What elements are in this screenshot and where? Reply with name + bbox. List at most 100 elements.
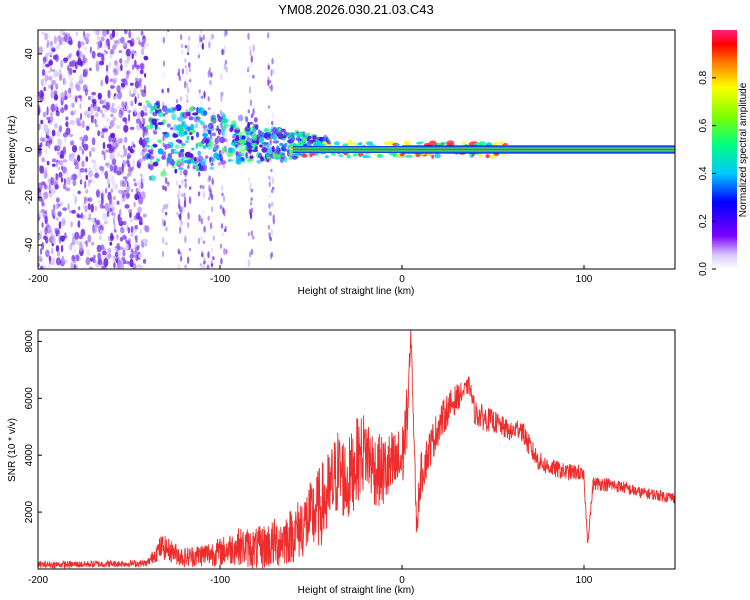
spectrogram-noise-blob: [68, 53, 72, 59]
spectrogram-noise-blob: [40, 209, 45, 213]
spectrogram-energy-blob: [166, 156, 173, 163]
spectrogram-noise-blob: [45, 143, 49, 147]
spectrogram-noise-blob: [104, 170, 109, 180]
spectrogram-energy-blob: [174, 144, 180, 149]
spectrogram-noise-blob: [126, 192, 131, 199]
snr-y-axis-title: SNR (10 * v/v): [7, 418, 18, 482]
spectrogram-noise-blob: [140, 110, 145, 118]
spectrogram-noise-blob: [69, 221, 73, 229]
spectrogram-noise-blob: [140, 48, 145, 56]
spectrogram-noise-blob: [268, 193, 271, 199]
spectrogram-noise-blob: [87, 217, 92, 221]
spectrogram-noise-blob: [207, 96, 210, 102]
spectrogram-energy-blob: [272, 140, 279, 144]
spectrogram-noise-blob: [225, 30, 228, 36]
spectrogram-noise-blob: [60, 150, 64, 157]
spectrogram-noise-blob: [89, 46, 92, 54]
spectrogram-noise-blob: [165, 203, 169, 210]
spectrogram-energy-blob: [264, 158, 268, 162]
spectrogram-noise-blob: [177, 198, 181, 207]
spectrogram-noise-blob: [176, 211, 179, 216]
spectrogram-energy-blob: [146, 136, 150, 144]
spectrogram-noise-blob: [73, 263, 76, 269]
spectrogram-noise-blob: [167, 87, 170, 94]
colorbar-tick-label: 0.8: [698, 70, 709, 84]
spectrogram-noise-blob: [38, 123, 41, 131]
spectrogram-energy-blob: [145, 100, 150, 104]
spectrogram-noise-blob: [97, 130, 101, 137]
spectrogram-noise-blob: [140, 41, 145, 48]
spectrogram-energy-blob: [319, 136, 324, 142]
spectrogram-noise-blob: [203, 264, 206, 269]
spectrogram-noise-blob: [43, 235, 47, 240]
spectrogram-noise-blob: [69, 77, 74, 82]
spectrogram-noise-blob: [75, 95, 78, 103]
spectrogram-noise-blob: [92, 161, 97, 170]
spectrogram-noise-blob: [93, 254, 96, 259]
x-tick-label: -200: [28, 575, 48, 586]
spectrogram-noise-blob: [113, 195, 116, 201]
spectrogram-energy-blob: [157, 148, 164, 155]
spectrogram-noise-blob: [111, 255, 114, 259]
spectrogram-energy-blob: [311, 153, 316, 156]
spectrogram-noise-blob: [65, 127, 71, 135]
spectrogram-energy-blob: [268, 154, 273, 158]
spectrogram-noise-blob: [140, 177, 143, 185]
spectrogram-noise-blob: [136, 161, 139, 168]
spectrogram-noise-blob: [267, 79, 270, 87]
spectrogram-energy-blob: [260, 156, 265, 162]
spectrogram-noise-blob: [249, 251, 252, 258]
spectrogram-noise-blob: [39, 165, 45, 174]
spectrogram-noise-blob: [65, 169, 69, 179]
spectrogram-noise-blob: [71, 258, 74, 266]
spectrogram-noise-blob: [134, 96, 137, 105]
snr-frame: [37, 329, 676, 570]
spectrogram-energy-blob: [227, 147, 233, 153]
spectrogram-energy-blob: [431, 154, 435, 159]
spectrogram-noise-blob: [138, 40, 141, 46]
spectrogram-noise-blob: [133, 178, 136, 182]
spectrogram-noise-blob: [135, 36, 141, 41]
spectrogram-energy-blob: [245, 151, 248, 159]
spectrogram-noise-blob: [63, 177, 66, 185]
spectrogram-noise-blob: [127, 145, 131, 151]
spectrogram-noise-blob: [51, 129, 56, 137]
spectrogram-noise-blob: [250, 197, 253, 201]
spectrogram-energy-blob: [178, 167, 184, 171]
spectrogram-noise-blob: [179, 95, 183, 102]
spectrogram-energy-blob: [325, 136, 329, 143]
spectrogram-noise-blob: [100, 36, 105, 42]
spectrogram-noise-blob: [247, 259, 250, 268]
spectrogram-noise-blob: [124, 204, 130, 209]
spectrogram-noise-blob: [140, 175, 145, 184]
spectrogram-noise-blob: [60, 244, 64, 253]
spectrogram-noise-blob: [136, 64, 140, 70]
spectrogram-noise-blob: [46, 32, 51, 40]
spectrogram-energy-blob: [227, 159, 232, 162]
spectrogram-energy-blob: [233, 140, 237, 147]
spectrogram-energy-blob: [271, 145, 275, 153]
spectrogram-energy-blob: [244, 125, 251, 132]
spectrogram-noise-blob: [130, 100, 134, 107]
spectrogram-energy-blob: [216, 144, 220, 149]
spectrogram-energy-blob: [202, 164, 208, 172]
spectrogram-noise-blob: [39, 142, 43, 148]
spectrogram-noise-blob: [252, 74, 255, 79]
spectrogram-energy-blob: [346, 154, 351, 159]
spectrogram-noise-blob: [101, 196, 104, 205]
spectrogram-noise-blob: [96, 52, 102, 58]
spectrogram-noise-blob: [267, 118, 270, 126]
spectrogram-noise-blob: [80, 212, 83, 219]
spectrogram-energy-blob: [313, 142, 321, 147]
spectrogram-noise-blob: [210, 72, 213, 78]
spectrogram-energy-blob: [358, 142, 363, 146]
spectrogram-noise-blob: [202, 34, 206, 41]
spectrogram-noise-blob: [105, 64, 109, 73]
spectrogram-noise-blob: [209, 34, 213, 41]
spectrogram-noise-blob: [50, 257, 56, 266]
spectrogram-noise-blob: [103, 171, 106, 176]
spectrogram-energy-blob: [246, 137, 253, 144]
spectrogram-noise-blob: [111, 212, 115, 216]
spectrogram-noise-blob: [46, 116, 51, 120]
spectrogram-noise-blob: [61, 165, 64, 171]
